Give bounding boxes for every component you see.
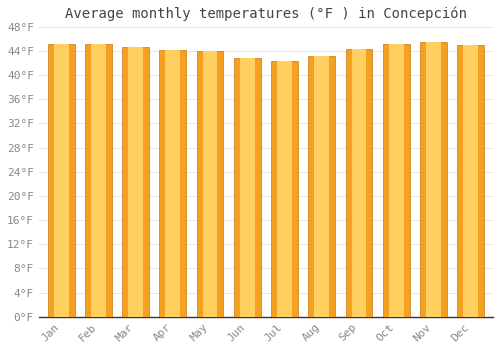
- Bar: [122, 47, 149, 317]
- Bar: [91, 44, 106, 317]
- Bar: [271, 61, 298, 317]
- Bar: [196, 51, 224, 317]
- Bar: [314, 56, 329, 317]
- Bar: [464, 45, 478, 317]
- Bar: [48, 44, 74, 317]
- Bar: [420, 42, 447, 317]
- Bar: [240, 58, 254, 317]
- Bar: [160, 50, 186, 317]
- Bar: [308, 56, 335, 317]
- Bar: [426, 42, 441, 317]
- Bar: [277, 61, 292, 317]
- Bar: [458, 45, 484, 317]
- Bar: [389, 44, 404, 317]
- Bar: [352, 49, 366, 317]
- Bar: [128, 47, 143, 317]
- Bar: [383, 44, 409, 317]
- Bar: [85, 44, 112, 317]
- Bar: [54, 44, 68, 317]
- Bar: [202, 51, 218, 317]
- Bar: [234, 58, 260, 317]
- Bar: [166, 50, 180, 317]
- Title: Average monthly temperatures (°F ) in Concepción: Average monthly temperatures (°F ) in Co…: [65, 7, 467, 21]
- Bar: [346, 49, 372, 317]
